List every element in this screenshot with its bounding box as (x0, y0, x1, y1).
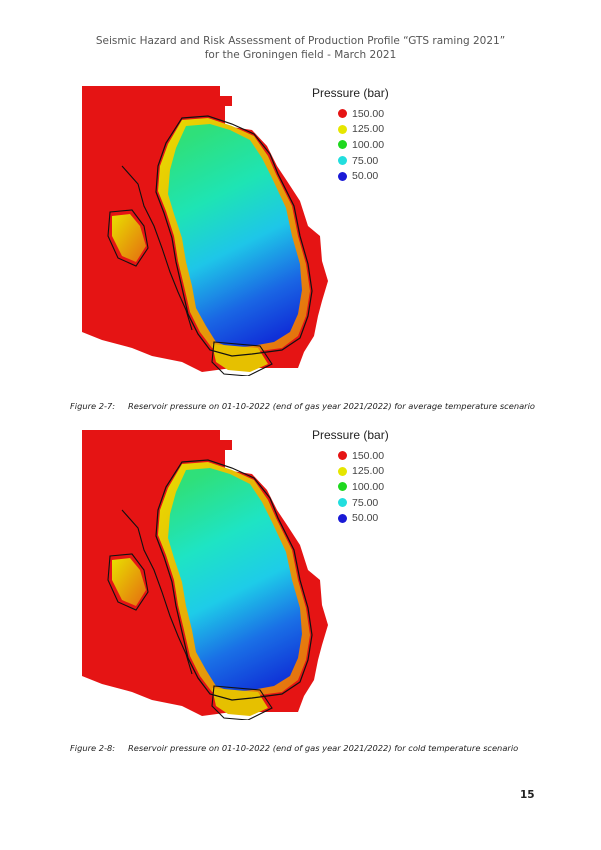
pressure-map-cold (82, 430, 332, 721)
legend-item-50: 50.00 (338, 510, 422, 526)
legend-item-50: 50.00 (338, 168, 422, 184)
figure-number: Figure 2-7: (70, 401, 116, 411)
legend-item-75: 75.00 (338, 153, 422, 169)
legend-swatch (338, 124, 347, 134)
legend-label: 75.00 (352, 496, 379, 509)
legend-item-150: 150.00 (338, 106, 422, 122)
pressure-map-average (82, 86, 332, 377)
legend-item-100: 100.00 (338, 479, 422, 495)
legend-swatch (338, 156, 347, 166)
legend-label: 100.00 (352, 480, 385, 493)
legend-swatch (338, 513, 347, 523)
figure-caption: Figure 2-7: Reservoir pressure on 01-10-2… (70, 401, 535, 411)
legend-label: 125.00 (352, 123, 385, 136)
pressure-legend: Pressure (bar) 150.00 125.00 100.00 75.0… (312, 428, 422, 526)
legend-label: 125.00 (352, 465, 385, 478)
pressure-legend: Pressure (bar) 150.00 125.00 100.00 75.0… (312, 86, 422, 184)
legend-item-150: 150.00 (338, 448, 422, 464)
legend-label: 50.00 (352, 512, 379, 525)
legend-swatch (338, 498, 347, 508)
figure-number: Figure 2-8: (70, 743, 116, 753)
legend-swatch (338, 171, 347, 181)
legend-swatch (338, 482, 347, 492)
page-number: 15 (520, 789, 535, 801)
legend-swatch (338, 109, 347, 119)
legend-label: 150.00 (352, 107, 385, 120)
legend-item-125: 125.00 (338, 122, 422, 138)
legend-label: 50.00 (352, 170, 379, 183)
header-title-line: Seismic Hazard and Risk Assessment of Pr… (95, 35, 506, 47)
legend-swatch (338, 466, 347, 476)
legend-label: 75.00 (352, 154, 379, 167)
figure-caption: Figure 2-8: Reservoir pressure on 01-10-2… (70, 743, 518, 753)
legend-swatch (338, 451, 347, 461)
legend-label: 100.00 (352, 138, 385, 151)
legend-label: 150.00 (352, 449, 385, 462)
legend-item-100: 100.00 (338, 137, 422, 153)
figure-caption-text: Reservoir pressure on 01-10-2022 (end of… (128, 401, 535, 411)
legend-item-75: 75.00 (338, 495, 422, 511)
header-subtitle-line: for the Groningen field - March 2021 (204, 49, 397, 61)
legend-title: Pressure (bar) (312, 428, 389, 442)
legend-title: Pressure (bar) (312, 86, 389, 100)
figure-caption-text: Reservoir pressure on 01-10-2022 (end of… (128, 743, 519, 753)
legend-item-125: 125.00 (338, 464, 422, 480)
legend-swatch (338, 140, 347, 150)
